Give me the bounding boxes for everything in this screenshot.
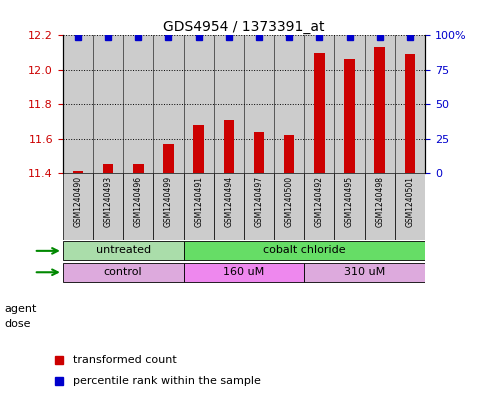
Bar — [184, 263, 304, 282]
Bar — [184, 241, 425, 261]
Text: transformed count: transformed count — [73, 354, 177, 365]
Bar — [63, 173, 93, 240]
Bar — [93, 35, 123, 173]
Text: 310 uM: 310 uM — [344, 267, 385, 277]
Text: GSM1240492: GSM1240492 — [315, 176, 324, 227]
Text: GSM1240500: GSM1240500 — [284, 176, 294, 228]
Text: dose: dose — [5, 319, 31, 329]
Bar — [304, 35, 334, 173]
Bar — [72, 171, 83, 173]
Bar — [213, 173, 244, 240]
Bar — [63, 35, 93, 173]
Bar — [244, 35, 274, 173]
Bar — [184, 35, 213, 173]
Bar — [63, 263, 184, 282]
Bar — [154, 173, 184, 240]
Text: untreated: untreated — [96, 246, 151, 255]
Text: agent: agent — [5, 303, 37, 314]
Bar — [224, 119, 234, 173]
Text: GSM1240499: GSM1240499 — [164, 176, 173, 228]
Bar — [274, 173, 304, 240]
Text: GSM1240493: GSM1240493 — [103, 176, 113, 228]
Bar — [304, 263, 425, 282]
Bar — [123, 35, 154, 173]
Bar — [284, 135, 295, 173]
Text: GSM1240501: GSM1240501 — [405, 176, 414, 227]
Bar — [395, 35, 425, 173]
Bar — [304, 173, 334, 240]
Bar — [193, 125, 204, 173]
Bar — [274, 35, 304, 173]
Bar — [163, 144, 174, 173]
Text: GSM1240498: GSM1240498 — [375, 176, 384, 227]
Bar — [374, 48, 385, 173]
Text: GSM1240490: GSM1240490 — [73, 176, 83, 228]
Bar — [103, 164, 114, 173]
Text: 160 uM: 160 uM — [223, 267, 265, 277]
Text: GSM1240495: GSM1240495 — [345, 176, 354, 228]
Bar — [254, 132, 264, 173]
Bar — [123, 173, 154, 240]
Bar — [133, 164, 143, 173]
Bar — [365, 35, 395, 173]
Bar — [405, 54, 415, 173]
Bar — [213, 35, 244, 173]
Bar — [154, 35, 184, 173]
Bar — [334, 35, 365, 173]
Text: percentile rank within the sample: percentile rank within the sample — [73, 376, 261, 386]
Text: GSM1240491: GSM1240491 — [194, 176, 203, 227]
Bar — [334, 173, 365, 240]
Bar — [395, 173, 425, 240]
Text: GSM1240494: GSM1240494 — [224, 176, 233, 228]
Bar — [184, 173, 213, 240]
Bar — [344, 59, 355, 173]
Bar — [314, 53, 325, 173]
Bar — [365, 173, 395, 240]
Text: GSM1240497: GSM1240497 — [255, 176, 264, 228]
Bar — [93, 173, 123, 240]
Bar — [63, 241, 184, 261]
Title: GDS4954 / 1373391_at: GDS4954 / 1373391_at — [163, 20, 325, 34]
Text: cobalt chloride: cobalt chloride — [263, 246, 346, 255]
Text: control: control — [104, 267, 142, 277]
Text: GSM1240496: GSM1240496 — [134, 176, 143, 228]
Bar — [244, 173, 274, 240]
